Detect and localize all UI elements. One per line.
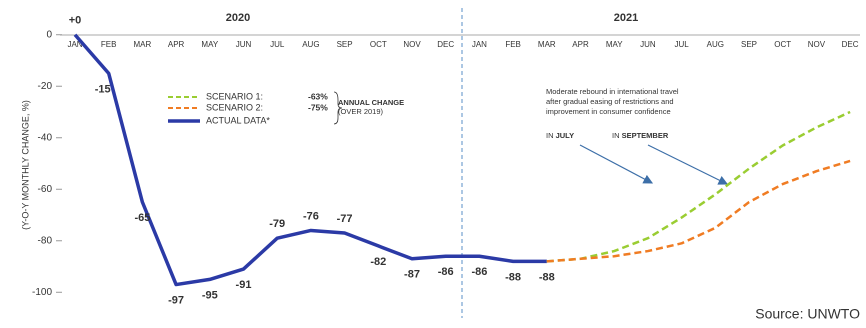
x-tick-label: JAN [472, 40, 487, 49]
x-tick-label: JUN [640, 40, 656, 49]
data-label: -88 [505, 271, 521, 283]
x-tick-label: MAY [606, 40, 623, 49]
x-tick-label: FEB [101, 40, 117, 49]
data-label: -65 [134, 212, 150, 224]
data-label: -88 [539, 271, 555, 283]
y-tick-label: -20 [38, 81, 53, 92]
x-tick-label: NOV [808, 40, 826, 49]
legend-label: SCENARIO 1: [206, 91, 263, 101]
x-tick-label: SEP [741, 40, 757, 49]
y-tick-label: -60 [38, 184, 53, 195]
series-line [546, 110, 851, 263]
legend-change: -75% [308, 102, 328, 112]
x-tick-label: JUN [236, 40, 252, 49]
data-label: -15 [95, 83, 111, 95]
x-tick-label: APR [168, 40, 185, 49]
x-tick-label: FEB [505, 40, 521, 49]
data-label: -86 [438, 266, 454, 278]
annotation: Moderate rebound in international travel [546, 87, 679, 96]
year-label: 2021 [614, 12, 638, 24]
source: Source: UNWTO [755, 306, 860, 322]
y-tick-label: -100 [32, 287, 52, 298]
arrow [579, 144, 654, 184]
data-label: -79 [269, 218, 285, 230]
x-tick-label: JUL [674, 40, 689, 49]
x-tick-label: MAR [134, 40, 152, 49]
data-label: -95 [202, 289, 218, 301]
x-tick-label: NOV [403, 40, 421, 49]
arrow-label: IN JULY [546, 131, 574, 140]
legend-label: SCENARIO 2: [206, 102, 263, 112]
y-axis-label: (Y-O-Y MONTHLY CHANGE, %) [20, 100, 30, 230]
data-label: -77 [337, 213, 353, 225]
legend-note: ANNUAL CHANGE [338, 98, 404, 107]
arrow-label-part: IN [546, 131, 556, 140]
arrow-label-part: SEPTEMBER [622, 131, 669, 140]
arrow-label: IN SEPTEMBER [612, 131, 669, 140]
x-tick-label: MAY [201, 40, 218, 49]
arrow [647, 144, 729, 185]
data-label: -86 [471, 266, 487, 278]
x-tick-label: DEC [842, 40, 859, 49]
x-tick-label: OCT [774, 40, 791, 49]
data-label: +0 [69, 15, 82, 27]
series-line [546, 159, 851, 263]
x-tick-label: JUL [270, 40, 285, 49]
legend-label: ACTUAL DATA* [206, 115, 270, 125]
x-tick-label: AUG [302, 40, 319, 49]
y-tick-label: -40 [38, 132, 53, 143]
legend-brace [333, 91, 343, 125]
y-tick-label: -80 [38, 235, 53, 246]
x-tick-label: DEC [437, 40, 454, 49]
x-tick-label: AUG [707, 40, 724, 49]
legend-note: (OVER 2019) [338, 107, 384, 116]
x-tick-label: SEP [337, 40, 353, 49]
year-label: 2020 [226, 12, 250, 24]
data-label: -91 [236, 279, 252, 291]
arrow-label-part: IN [612, 131, 622, 140]
x-tick-label: JAN [67, 40, 82, 49]
data-label: -82 [370, 256, 386, 268]
x-tick-label: MAR [538, 40, 556, 49]
data-label: -97 [168, 294, 184, 306]
legend-change: -63% [308, 91, 328, 101]
annotation: after gradual easing of restrictions and [546, 97, 674, 106]
x-tick-label: APR [572, 40, 589, 49]
series-line [73, 33, 547, 287]
data-label: -87 [404, 269, 420, 281]
annotation: improvement in consumer confidence [546, 107, 671, 116]
data-label: -76 [303, 210, 319, 222]
x-tick-label: OCT [370, 40, 387, 49]
y-tick-label: 0 [46, 29, 52, 40]
arrow-label-part: JULY [556, 131, 574, 140]
